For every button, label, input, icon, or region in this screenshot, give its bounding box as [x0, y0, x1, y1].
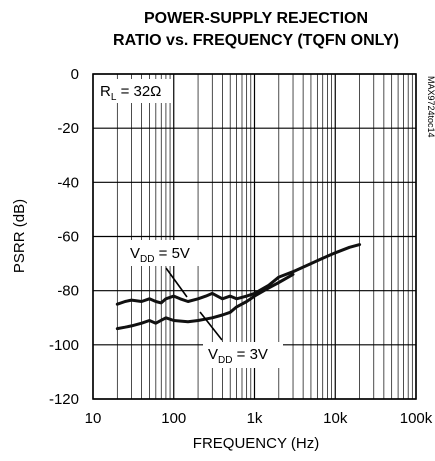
series-line-vdd-5v — [115, 243, 362, 306]
series-layer — [115, 243, 362, 331]
chart-title-line-1: POWER-SUPPLY REJECTION — [144, 10, 368, 27]
y-tick-label: -100 — [49, 337, 79, 354]
vdd-3v-leader — [199, 311, 223, 341]
v5-label-bg — [126, 240, 206, 266]
x-tick-label: 100 — [161, 410, 186, 427]
chart-id-label: MAX9724toc14 — [426, 76, 435, 138]
rl-label-bg — [97, 79, 172, 103]
v3-label-bg — [203, 342, 283, 368]
vdd-5v-leader — [165, 267, 188, 298]
x-tick-label: 100k — [400, 410, 433, 427]
tick-labels: 10 100 1k 10k 100k 0 -20 -40 -60 -80 -100 -120 — [49, 66, 433, 427]
chart-title-line-2: RATIO vs. FREQUENCY (TQFN ONLY) — [113, 32, 399, 49]
vdd-5v-annotation: VDD = 5V — [130, 245, 190, 265]
series-line-vdd-3v — [115, 272, 295, 331]
plot-frame — [92, 73, 417, 400]
y-tick-label: -60 — [57, 229, 79, 246]
y-tick-label: -20 — [57, 120, 79, 137]
x-tick-label: 10 — [85, 410, 102, 427]
y-tick-label: 0 — [71, 66, 79, 83]
rl-annotation: RL = 32Ω — [100, 83, 161, 103]
x-tick-label: 10k — [323, 410, 348, 427]
vdd-3v-annotation: VDD = 3V — [208, 346, 268, 366]
x-tick-label: 1k — [247, 410, 263, 427]
y-tick-label: -80 — [57, 283, 79, 300]
y-tick-label: -40 — [57, 174, 79, 191]
y-tick-label: -120 — [49, 391, 79, 408]
x-axis-label: FREQUENCY (Hz) — [193, 435, 319, 452]
y-axis-label: PSRR (dB) — [11, 199, 28, 273]
